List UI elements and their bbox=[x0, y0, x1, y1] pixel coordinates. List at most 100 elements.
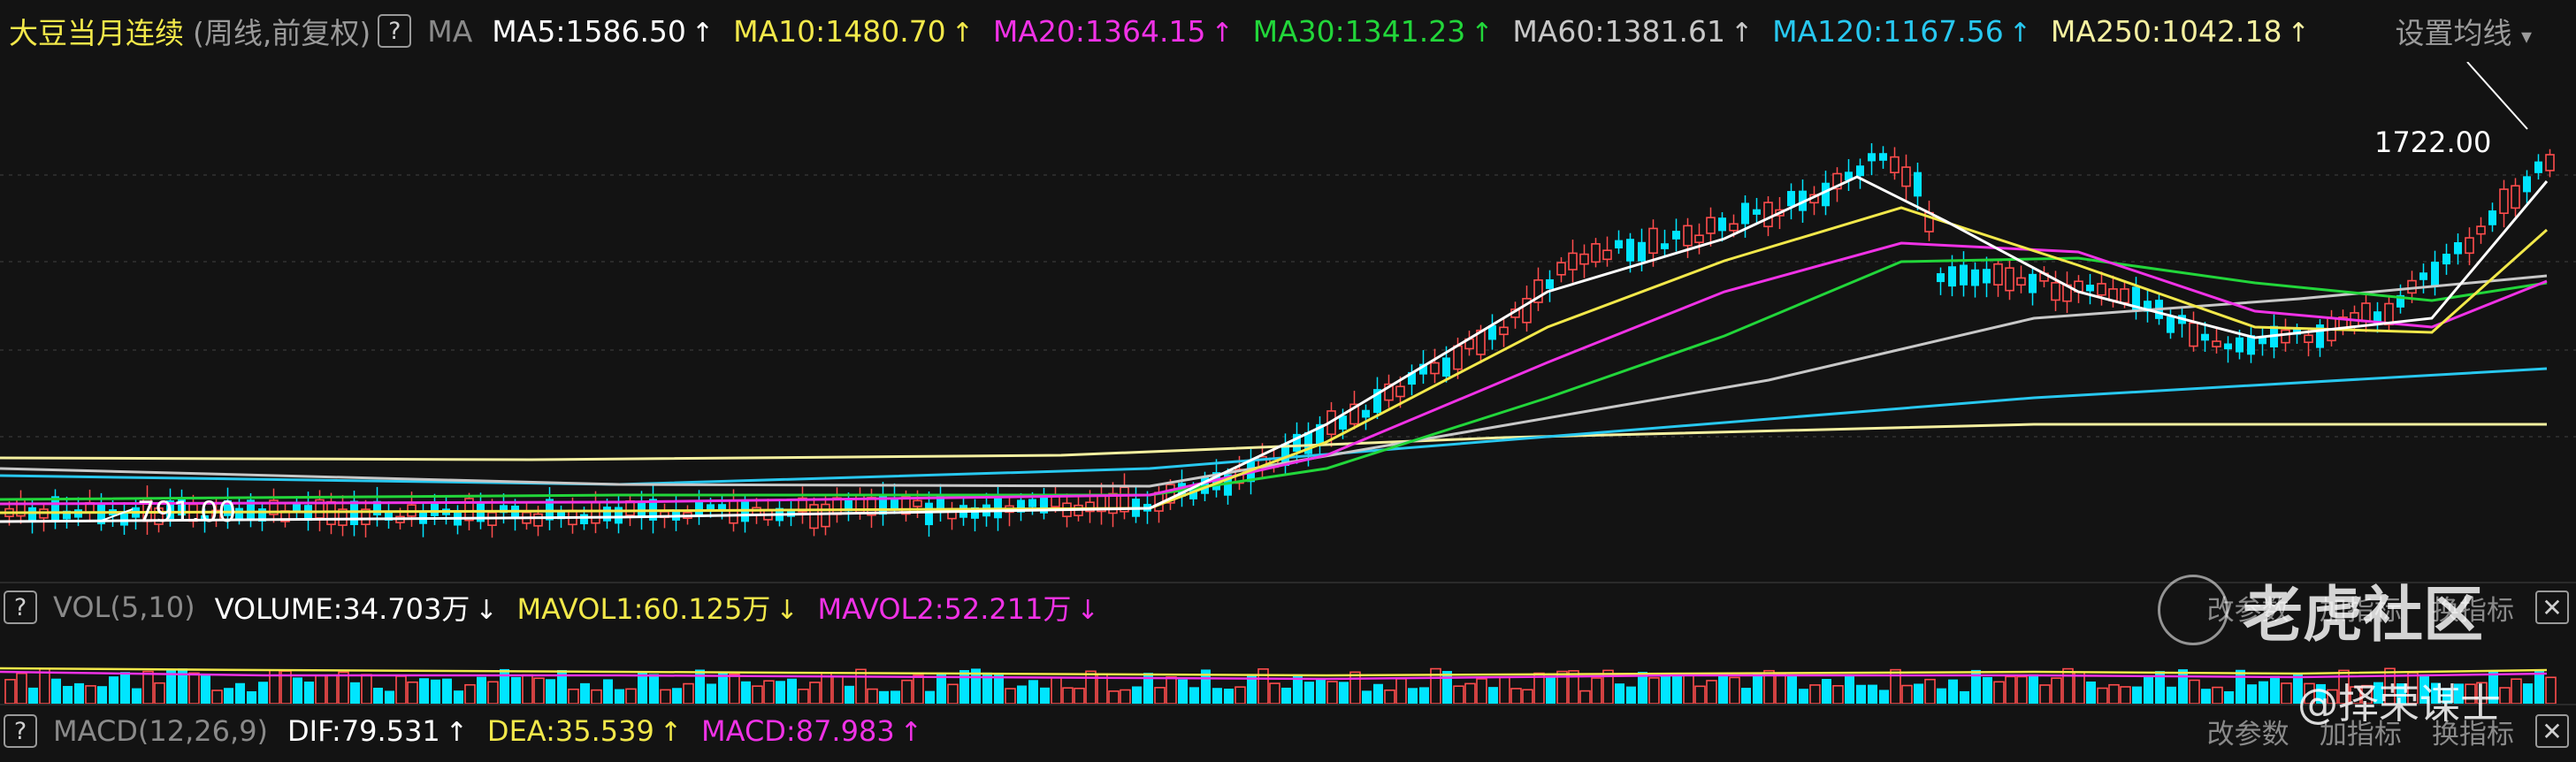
candle-body bbox=[1993, 263, 2003, 286]
ma5-value: MA5:1586.50 ↑ bbox=[492, 14, 714, 49]
volume-bar bbox=[1602, 669, 1614, 704]
candle-body bbox=[431, 501, 439, 516]
volume-bar bbox=[901, 679, 913, 704]
volume-bar bbox=[1074, 687, 1085, 704]
volume-chart[interactable] bbox=[0, 631, 2576, 704]
candle-body bbox=[1419, 363, 1427, 375]
candle-body bbox=[845, 498, 852, 512]
candle-body bbox=[361, 508, 371, 526]
candle-body bbox=[1189, 488, 1197, 499]
volume-bar bbox=[1556, 670, 1568, 704]
author-watermark: @择荣谋士 bbox=[2297, 680, 2501, 728]
volume-bar bbox=[707, 683, 716, 704]
volume-bar bbox=[1741, 688, 1751, 704]
vol-switch-indicator-link[interactable]: 换指标 bbox=[2432, 594, 2514, 627]
volume-bar bbox=[2373, 682, 2383, 704]
macd-edit-params-link[interactable]: 改参数 bbox=[2206, 718, 2289, 751]
volume-bar bbox=[798, 689, 809, 704]
volume-bar bbox=[832, 675, 844, 704]
volume-bar bbox=[500, 668, 509, 704]
volume-bar bbox=[373, 687, 383, 704]
candle-body bbox=[2051, 282, 2060, 301]
vol-add-indicator-link[interactable]: 加指标 bbox=[2319, 594, 2402, 627]
candle-body bbox=[1832, 172, 1842, 190]
candle-body bbox=[707, 504, 715, 512]
volume-bar bbox=[166, 669, 176, 704]
candle-body bbox=[1983, 269, 1991, 284]
volume-bar bbox=[350, 682, 360, 704]
candle-body bbox=[1683, 225, 1693, 247]
ma60-value: MA60:1381.61 ↑ bbox=[1512, 14, 1753, 49]
price-chart[interactable]: 1722.00 791.00 bbox=[0, 62, 2576, 583]
volume-bar bbox=[1201, 669, 1211, 704]
volume-bar bbox=[178, 668, 187, 704]
candle-body bbox=[2454, 241, 2462, 255]
macd-help-button[interactable]: ? bbox=[4, 714, 37, 748]
volume-bar bbox=[533, 677, 545, 704]
macd-indicator-bar: ? MACD(12,26,9) DIF:79.531 ↑ DEA:35.539 ↑ … bbox=[0, 705, 2576, 757]
ma10-value: MA10:1480.70 ↑ bbox=[733, 14, 974, 49]
vol-help-button[interactable]: ? bbox=[4, 591, 37, 624]
volume-bar bbox=[97, 686, 107, 704]
volume-bar bbox=[2108, 683, 2120, 704]
volume-bar bbox=[1799, 689, 1808, 704]
candle-body bbox=[1579, 253, 1589, 265]
volume-bar bbox=[1971, 669, 1981, 704]
volume-bar bbox=[2476, 682, 2488, 704]
volume-bar bbox=[2338, 669, 2350, 704]
volume-bar bbox=[1085, 670, 1097, 704]
volume-bar bbox=[1362, 690, 1372, 704]
macd-add-indicator-link[interactable]: 加指标 bbox=[2319, 718, 2402, 751]
candle-body bbox=[2259, 337, 2266, 345]
candle-body bbox=[28, 507, 36, 522]
volume-bars bbox=[4, 667, 2557, 704]
volume-bar bbox=[2431, 682, 2441, 704]
volume-bar bbox=[2212, 686, 2223, 704]
candle-body bbox=[1568, 252, 1578, 271]
volume-bar bbox=[1960, 690, 1969, 704]
volume-bar bbox=[2454, 683, 2464, 704]
volume-bar bbox=[2247, 684, 2257, 704]
volume-bar bbox=[224, 688, 233, 704]
volume-bar bbox=[2396, 682, 2406, 704]
candle-body bbox=[603, 507, 611, 522]
volume-bar bbox=[1097, 674, 1108, 704]
volume-bar bbox=[546, 679, 555, 704]
candle-body bbox=[936, 496, 944, 512]
ma60-arrow-icon: ↑ bbox=[1730, 17, 1754, 49]
macd-switch-indicator-link[interactable]: 换指标 bbox=[2432, 718, 2514, 751]
volume-bar bbox=[2189, 679, 2200, 704]
ma20-arrow-icon: ↑ bbox=[1211, 17, 1234, 49]
candle-body bbox=[695, 499, 703, 515]
candle-body bbox=[1408, 371, 1416, 385]
volume-bar bbox=[28, 687, 38, 704]
help-button[interactable]: ? bbox=[378, 14, 412, 48]
volume-bar bbox=[855, 668, 867, 704]
low-price-label: 791.00 bbox=[137, 495, 236, 529]
macd-close-button[interactable]: ✕ bbox=[2535, 714, 2569, 748]
vol-close-button[interactable]: ✕ bbox=[2535, 591, 2569, 624]
volume-label: VOLUME:34.703万 bbox=[214, 592, 470, 626]
volume-bar bbox=[718, 672, 728, 704]
volume-bar bbox=[2224, 690, 2234, 704]
ma60-line bbox=[0, 274, 2548, 488]
ma-settings-button[interactable]: 设置均线 ▾ bbox=[2395, 10, 2532, 52]
ma-settings-label: 设置均线 bbox=[2395, 16, 2512, 50]
volume-bar bbox=[1890, 668, 1901, 704]
ma120-label: MA120:1167.56 bbox=[1772, 13, 2004, 49]
volume-bar bbox=[315, 674, 326, 704]
volume-bar bbox=[39, 667, 50, 704]
candle-body bbox=[2029, 273, 2037, 293]
mavol2-line bbox=[0, 670, 2548, 681]
volume-bar bbox=[1028, 680, 1038, 704]
volume-bar bbox=[1224, 689, 1234, 704]
tiger-logo-icon bbox=[2158, 574, 2228, 645]
volume-bar bbox=[2167, 686, 2176, 704]
volume-bar bbox=[1017, 685, 1027, 704]
volume-bar bbox=[1373, 683, 1383, 704]
volume-bar bbox=[1040, 687, 1050, 704]
volume-bar bbox=[2545, 676, 2557, 704]
volume-bar bbox=[385, 690, 394, 704]
candle-body bbox=[224, 499, 232, 516]
dif-arrow-icon: ↑ bbox=[445, 717, 468, 748]
